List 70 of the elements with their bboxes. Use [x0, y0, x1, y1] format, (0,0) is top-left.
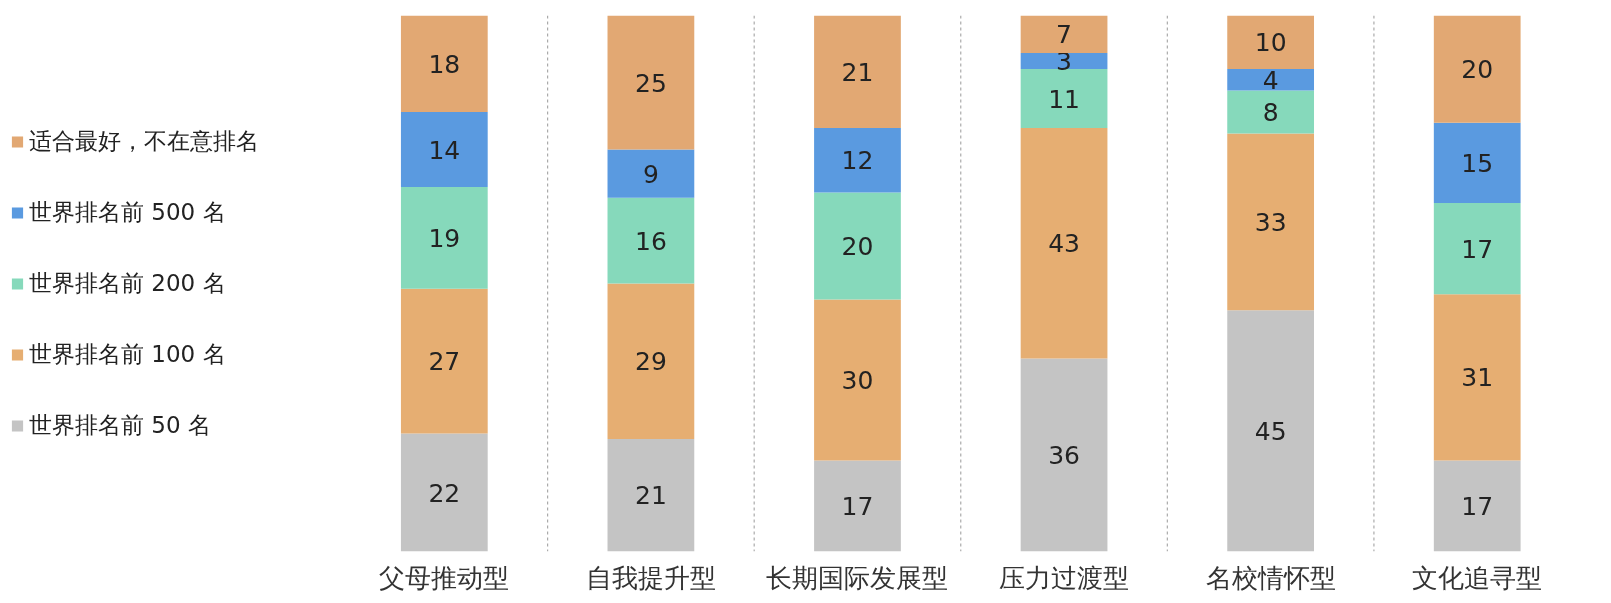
bar [814, 15, 901, 129]
bar [400, 15, 488, 112]
data-label: 33 [1254, 207, 1287, 237]
data-label: 12 [841, 146, 874, 176]
data-label: 16 [634, 226, 667, 256]
bar [1433, 460, 1521, 552]
bar [607, 283, 695, 439]
data-label: 30 [841, 365, 874, 395]
bar [607, 438, 695, 552]
bar [607, 149, 695, 198]
bar [400, 433, 488, 552]
bar [1227, 15, 1315, 70]
data-label: 31 [1461, 363, 1494, 393]
bar [1020, 53, 1108, 70]
data-label: 20 [1461, 55, 1494, 85]
data-label: 21 [841, 57, 874, 87]
bar [1020, 15, 1108, 54]
bar [1020, 128, 1108, 359]
x-tick-label: 文化追寻型 [1412, 562, 1543, 593]
legend-label: 世界排名前 100 名 [29, 339, 226, 369]
data-label: 11 [1048, 84, 1080, 114]
bar [814, 460, 901, 552]
bar [1227, 133, 1315, 311]
bar [1433, 15, 1521, 123]
bar [1433, 203, 1521, 295]
data-label: 18 [428, 49, 461, 79]
data-label: 17 [1461, 491, 1494, 521]
data-label: 43 [1048, 229, 1080, 259]
data-label: 36 [1048, 441, 1080, 471]
data-label: 19 [428, 223, 461, 253]
bar [1227, 69, 1315, 91]
bar [607, 197, 695, 284]
bar [1433, 294, 1521, 461]
data-label: 7 [1056, 20, 1073, 50]
data-label: 14 [428, 135, 461, 165]
bar [814, 192, 901, 300]
bar [400, 111, 488, 188]
data-label: 15 [1461, 148, 1494, 178]
data-label: 21 [634, 481, 667, 511]
data-label: 4 [1262, 65, 1279, 95]
data-label: 8 [1262, 97, 1279, 127]
data-label: 25 [634, 68, 667, 98]
data-label: 27 [428, 347, 461, 377]
x-tick-label: 长期国际发展型 [766, 562, 949, 593]
x-tick-label: 自我提升型 [585, 562, 716, 593]
bar [400, 288, 488, 434]
bar [1433, 122, 1521, 204]
legend-label: 适合最好，不在意排名 [29, 126, 259, 156]
bar [1020, 69, 1108, 129]
data-label: 22 [428, 478, 461, 508]
legend-label: 世界排名前 200 名 [29, 268, 226, 298]
legend-label: 世界排名前 50 名 [29, 410, 211, 440]
data-label: 9 [642, 159, 659, 189]
bar [814, 299, 901, 461]
data-label: 20 [841, 231, 874, 261]
data-label: 10 [1254, 28, 1287, 58]
bar [814, 128, 901, 193]
bar [1227, 310, 1315, 552]
data-label: 45 [1254, 416, 1287, 446]
bar [607, 15, 695, 150]
x-tick-label: 名校情怀型 [1205, 562, 1336, 593]
bar [1227, 90, 1315, 134]
data-label: 29 [634, 347, 667, 377]
data-label: 17 [841, 491, 874, 521]
x-tick-label: 压力过渡型 [999, 562, 1130, 593]
data-label: 17 [1461, 234, 1494, 264]
bar [400, 187, 488, 289]
bar [1020, 358, 1108, 552]
x-tick-label: 父母推动型 [379, 562, 510, 593]
legend-label: 世界排名前 500 名 [29, 197, 226, 227]
